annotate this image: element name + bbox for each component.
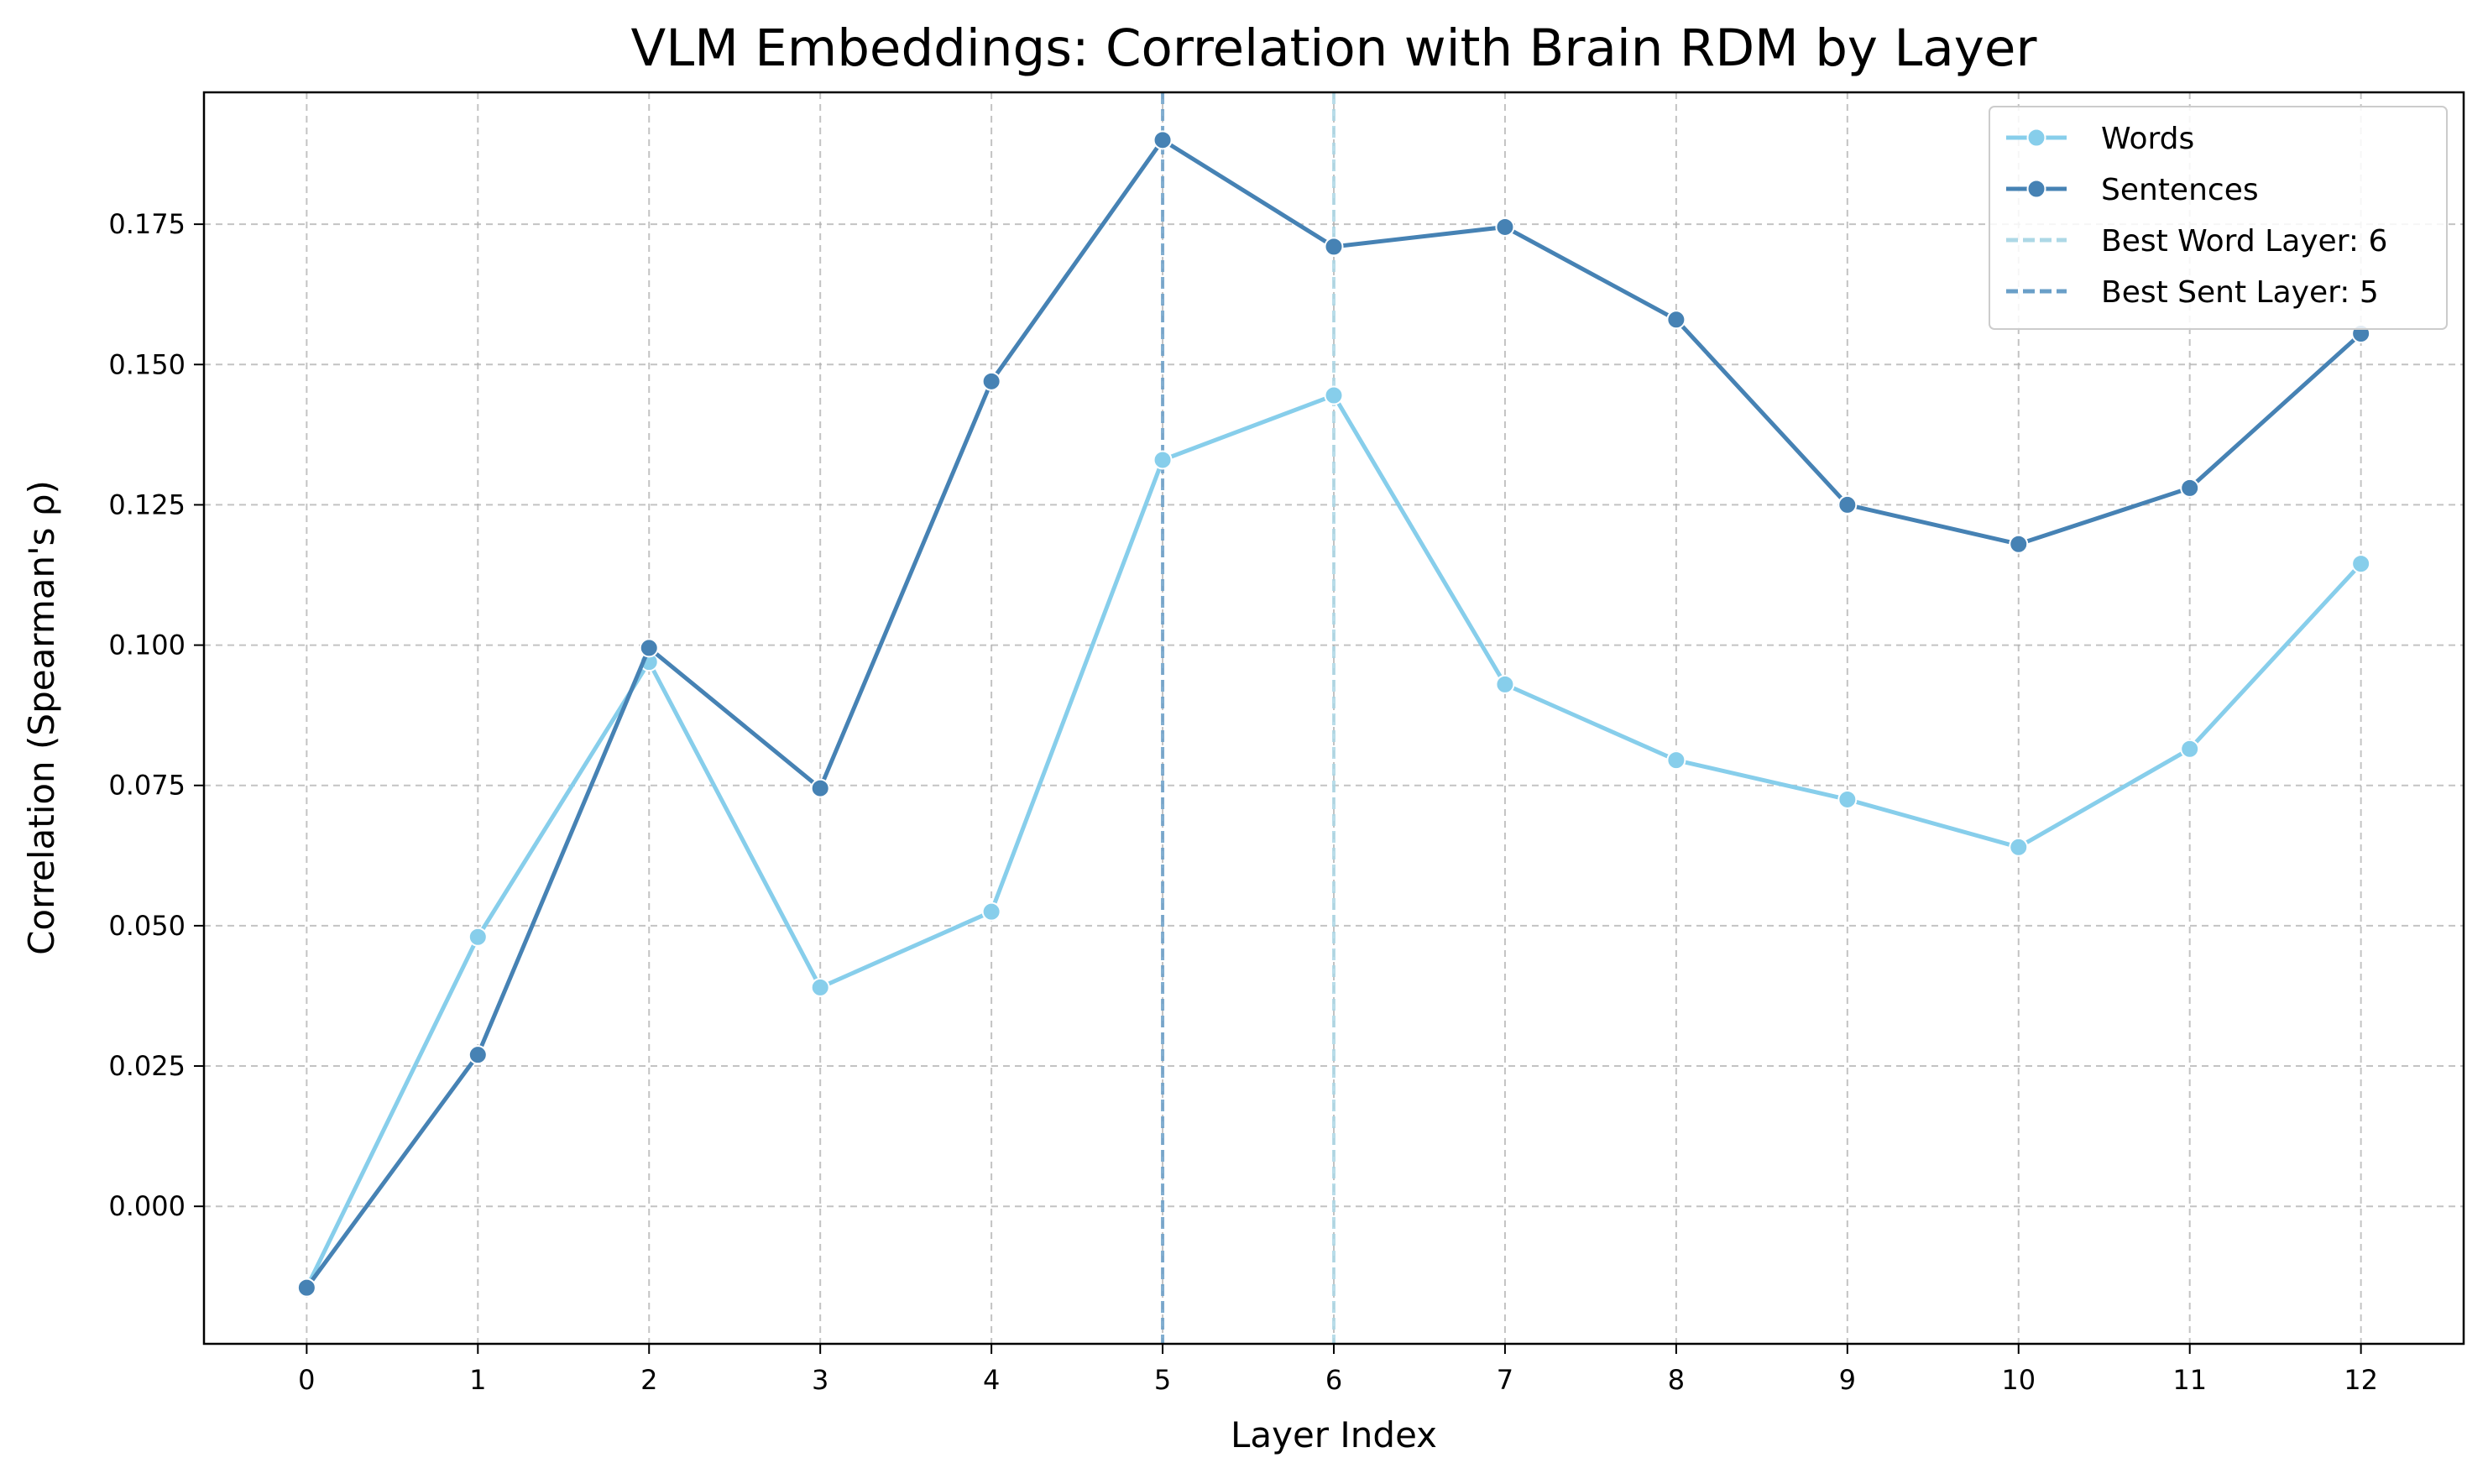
data-point bbox=[1837, 789, 1858, 809]
y-tick-label: 0.125 bbox=[108, 489, 186, 520]
data-point bbox=[1495, 674, 1515, 694]
data-point bbox=[468, 927, 488, 947]
data-point bbox=[2009, 837, 2029, 857]
y-tick-label: 0.150 bbox=[108, 348, 186, 380]
reference-lines bbox=[1161, 92, 1335, 1344]
x-tick-label: 6 bbox=[1325, 1364, 1342, 1396]
x-tick-label: 2 bbox=[640, 1364, 657, 1396]
x-tick-label: 0 bbox=[298, 1364, 315, 1396]
x-tick-label: 4 bbox=[983, 1364, 1000, 1396]
y-tick-label: 0.075 bbox=[108, 770, 186, 802]
data-point bbox=[1495, 217, 1515, 237]
x-tick-label: 12 bbox=[2344, 1364, 2378, 1396]
chart-title: VLM Embeddings: Correlation with Brain R… bbox=[631, 18, 2038, 78]
x-tick-label: 8 bbox=[1668, 1364, 1685, 1396]
x-axis: 0 1 2 3 4 5 6 7 8 9 10 11 12 bbox=[298, 1344, 2378, 1396]
data-point bbox=[1666, 310, 1686, 330]
legend-box bbox=[1989, 106, 2448, 330]
legend-label: Best Sent Layer: 5 bbox=[2101, 275, 2379, 310]
data-point bbox=[1324, 385, 1344, 405]
data-point bbox=[810, 778, 830, 798]
y-axis-label: Correlation (Spearman's ρ) bbox=[21, 480, 62, 955]
data-point bbox=[296, 1278, 316, 1298]
data-series bbox=[296, 130, 2371, 1298]
legend-label: Sentences bbox=[2101, 173, 2259, 207]
data-point bbox=[1153, 450, 1173, 470]
y-tick-label: 0.175 bbox=[108, 208, 186, 240]
legend-label: Words bbox=[2101, 122, 2194, 156]
data-point bbox=[1666, 750, 1686, 771]
data-point bbox=[810, 977, 830, 997]
data-point bbox=[981, 901, 1001, 922]
x-axis-label: Layer Index bbox=[1231, 1414, 1437, 1455]
data-point bbox=[639, 638, 659, 658]
x-tick-label: 7 bbox=[1497, 1364, 1513, 1396]
data-point bbox=[1153, 130, 1173, 150]
y-tick-label: 0.050 bbox=[108, 910, 186, 942]
data-point bbox=[2009, 534, 2029, 554]
data-point bbox=[2180, 478, 2200, 498]
x-tick-label: 9 bbox=[1839, 1364, 1856, 1396]
y-tick-label: 0.025 bbox=[108, 1050, 186, 1082]
y-tick-label: 0.100 bbox=[108, 630, 186, 661]
data-point bbox=[1837, 494, 1858, 515]
data-point bbox=[2180, 739, 2200, 759]
y-tick-label: 0.000 bbox=[108, 1190, 186, 1222]
x-tick-label: 11 bbox=[2172, 1364, 2207, 1396]
x-tick-label: 5 bbox=[1154, 1364, 1171, 1396]
legend-label: Best Word Layer: 6 bbox=[2101, 224, 2387, 259]
data-point bbox=[981, 371, 1001, 391]
legend-swatch-marker bbox=[2026, 179, 2046, 199]
x-tick-label: 1 bbox=[469, 1364, 486, 1396]
x-tick-label: 3 bbox=[812, 1364, 828, 1396]
data-point bbox=[2351, 554, 2371, 574]
x-tick-label: 10 bbox=[2001, 1364, 2036, 1396]
legend: Words Sentences Best Word Layer: 6 Best Sen… bbox=[1989, 106, 2448, 330]
legend-swatch-marker bbox=[2026, 128, 2046, 148]
data-point bbox=[1324, 237, 1344, 257]
y-axis: 0.000 0.025 0.050 0.075 0.100 0.125 0.150 0.175 bbox=[108, 208, 204, 1222]
data-point bbox=[468, 1045, 488, 1065]
